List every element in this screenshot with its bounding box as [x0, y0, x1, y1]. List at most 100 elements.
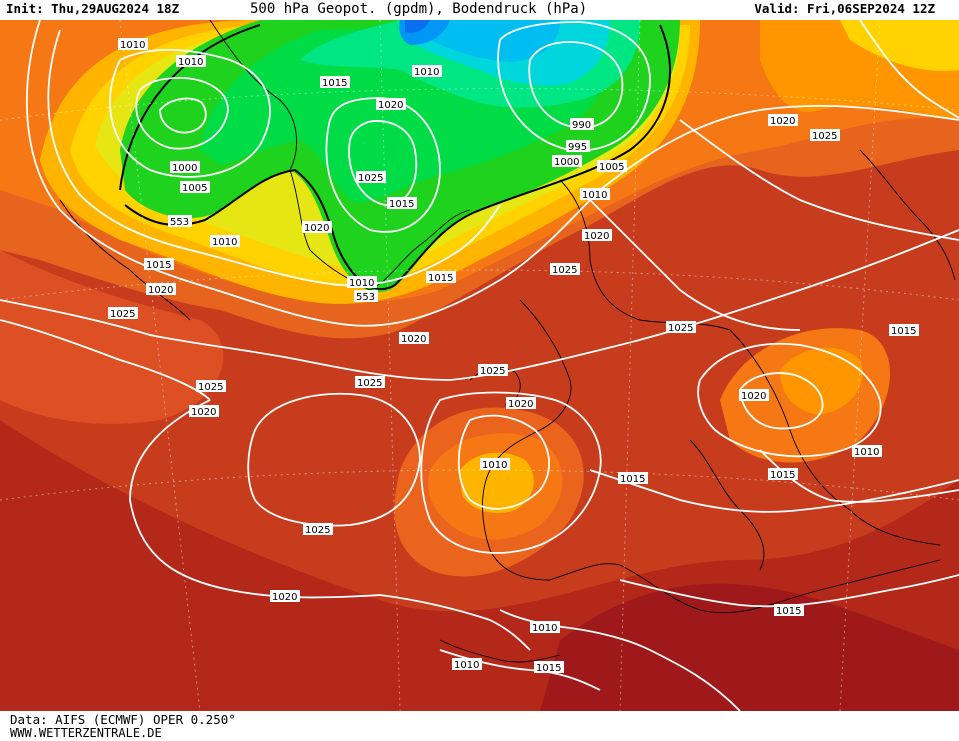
svg-text:1020: 1020	[584, 231, 609, 242]
chart-title: 500 hPa Geopot. (gpdm), Bodendruck (hPa)	[250, 1, 588, 17]
isobar-label: 1025	[303, 523, 333, 536]
svg-text:1015: 1015	[776, 606, 801, 617]
isobar-label: 1010	[118, 38, 148, 51]
svg-text:1010: 1010	[120, 40, 145, 51]
isobar-label: 1020	[302, 221, 332, 234]
svg-text:1020: 1020	[191, 407, 216, 418]
isobar-label: 1025	[108, 307, 138, 320]
isobar-label: 1020	[270, 590, 300, 603]
svg-text:1015: 1015	[322, 78, 347, 89]
svg-text:1020: 1020	[401, 334, 426, 345]
svg-text:995: 995	[568, 142, 587, 153]
isobar-label: 1000	[552, 155, 582, 168]
coastlines	[59, 19, 956, 663]
isobar-label: 1020	[506, 397, 536, 410]
header-bar: Init: Thu,29AUG2024 18Z 500 hPa Geopot. …	[0, 0, 959, 20]
contour-553-line	[119, 24, 671, 290]
isobar-label: 1025	[196, 380, 226, 393]
isobar-label: 1000	[170, 161, 200, 174]
field-dark-atlantic	[0, 520, 200, 711]
isobar-label: 1010	[347, 276, 377, 289]
svg-text:1000: 1000	[172, 163, 197, 174]
svg-text:1015: 1015	[389, 199, 414, 210]
isobar-label: 1020	[739, 389, 769, 402]
isobar-label: 1015	[387, 197, 417, 210]
svg-text:1015: 1015	[146, 260, 171, 271]
svg-text:1010: 1010	[532, 623, 557, 634]
isobar-label: 1005	[180, 181, 210, 194]
field-yellow-ne	[840, 20, 959, 71]
svg-text:1010: 1010	[854, 447, 879, 458]
isobar-label: 1020	[582, 229, 612, 242]
website-label: WWW.WETTERZENTRALE.DE	[10, 726, 162, 740]
isobar-label: 1010	[480, 458, 510, 471]
svg-text:1020: 1020	[741, 391, 766, 402]
isobar-label: 1015	[768, 468, 798, 481]
isobar-label: 990	[570, 118, 594, 131]
isobar-label: 1025	[478, 364, 508, 377]
svg-text:1025: 1025	[305, 525, 330, 536]
isobar-label: 1015	[144, 258, 174, 271]
svg-text:553: 553	[170, 217, 189, 228]
svg-text:1020: 1020	[378, 100, 403, 111]
isobar-label: 1015	[618, 472, 648, 485]
isobar-label: 1025	[550, 263, 580, 276]
svg-text:1020: 1020	[508, 399, 533, 410]
isobar-label: 1020	[399, 332, 429, 345]
svg-text:990: 990	[572, 120, 591, 131]
isobar-label: 1010	[176, 55, 206, 68]
isobar-label: 1005	[597, 160, 627, 173]
svg-text:1025: 1025	[812, 131, 837, 142]
svg-text:1010: 1010	[349, 278, 374, 289]
graticule	[0, 19, 959, 711]
svg-text:1025: 1025	[358, 173, 383, 184]
isobar-label: 1010	[210, 235, 240, 248]
svg-text:1015: 1015	[770, 470, 795, 481]
field-orange-west	[0, 250, 224, 424]
svg-text:1015: 1015	[536, 663, 561, 674]
svg-text:1000: 1000	[554, 157, 579, 168]
svg-text:1025: 1025	[480, 366, 505, 377]
isobar-label: 1020	[376, 98, 406, 111]
isobar-label: 995	[566, 140, 590, 153]
isobar-label: 1010	[530, 621, 560, 634]
footer-bar: Data: AIFS (ECMWF) OPER 0.250° WWW.WETTE…	[0, 711, 959, 741]
isobar-label: 1010	[580, 188, 610, 201]
isobar-label: 1015	[320, 76, 350, 89]
svg-text:1025: 1025	[357, 378, 382, 389]
svg-text:1010: 1010	[582, 190, 607, 201]
svg-text:1015: 1015	[891, 326, 916, 337]
isobar-label: 553	[168, 215, 192, 228]
svg-text:1010: 1010	[454, 660, 479, 671]
field-darkest-africa	[540, 583, 959, 711]
svg-text:1025: 1025	[552, 265, 577, 276]
isobar-label: 1015	[426, 271, 456, 284]
isobar-label: 1020	[146, 283, 176, 296]
isobar-label: 1010	[852, 445, 882, 458]
isobar-label: 1025	[666, 321, 696, 334]
isobar-label: 553	[354, 290, 378, 303]
svg-text:1005: 1005	[182, 183, 207, 194]
isobar-label: 1010	[412, 65, 442, 78]
svg-text:1025: 1025	[110, 309, 135, 320]
isobar-label: 1010	[452, 658, 482, 671]
isobar-label: 1015	[889, 324, 919, 337]
isobar-label: 1025	[355, 376, 385, 389]
init-time-label: Init: Thu,29AUG2024 18Z	[6, 1, 180, 16]
svg-text:1020: 1020	[770, 116, 795, 127]
isobar-label: 1025	[810, 129, 840, 142]
valid-time-label: Valid: Fri,06SEP2024 12Z	[754, 1, 935, 16]
svg-text:1005: 1005	[599, 162, 624, 173]
field-blue-trough	[410, 20, 560, 62]
isobar-label: 1020	[768, 114, 798, 127]
field-darkerblue-trough	[405, 20, 430, 33]
isobar-label: 1020	[189, 405, 219, 418]
isobar-labels: 1010 1010 1015 1020 1010 1000 1005 553 1…	[108, 38, 919, 674]
isobar-label: 1025	[356, 171, 386, 184]
svg-text:1025: 1025	[198, 382, 223, 393]
svg-text:1010: 1010	[414, 67, 439, 78]
svg-text:553: 553	[356, 292, 375, 303]
svg-text:1015: 1015	[620, 474, 645, 485]
svg-text:1010: 1010	[482, 460, 507, 471]
field-iberia-low-inner	[460, 452, 534, 514]
